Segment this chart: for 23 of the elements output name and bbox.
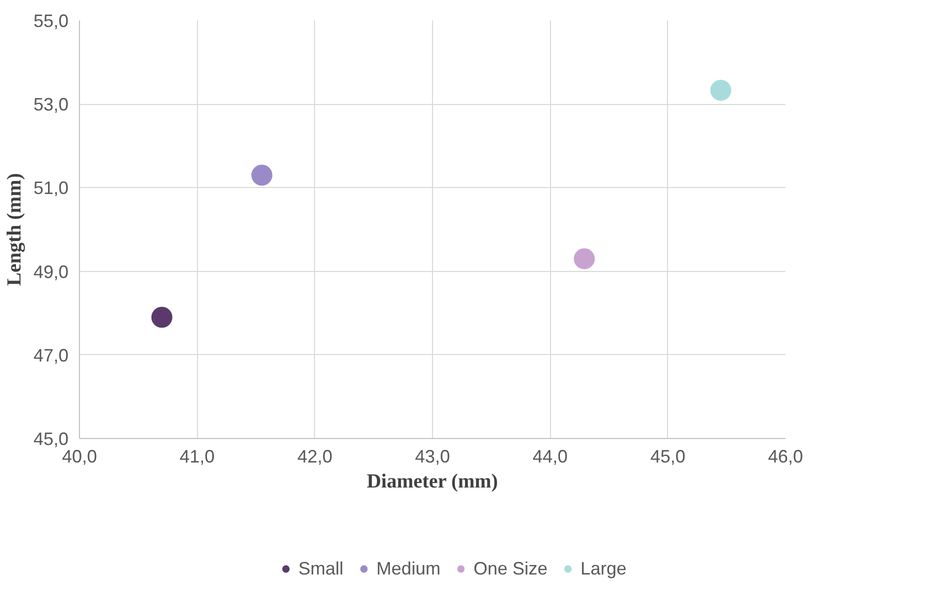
y-axis-title: Length (mm) [3, 173, 26, 286]
y-tick-label: 45,0 [33, 429, 69, 449]
y-tick-label: 49,0 [33, 262, 69, 282]
legend-label: One Size [473, 558, 548, 579]
x-tick-label: 46,0 [768, 446, 804, 466]
x-tick-label: 43,0 [414, 446, 450, 466]
x-tick-label: 44,0 [532, 446, 568, 466]
x-axis-title: Diameter (mm) [366, 470, 498, 492]
point [710, 80, 732, 101]
x-tick-label: 45,0 [650, 446, 686, 466]
x-tick-label: 41,0 [180, 446, 215, 466]
y-tick-label: 51,0 [33, 178, 69, 198]
y-tick-label: 53,0 [33, 94, 69, 115]
point [251, 164, 272, 186]
x-tick-label: 42,0 [297, 446, 332, 466]
legend-label: Large [580, 558, 627, 579]
point [151, 306, 172, 328]
legend-label: Small [298, 558, 344, 579]
point [574, 248, 595, 270]
legend-label: Medium [376, 558, 440, 579]
y-tick-label: 55,0 [33, 11, 69, 31]
x-tick-label: 40,0 [62, 446, 98, 466]
y-tick-label: 47,0 [33, 345, 69, 366]
